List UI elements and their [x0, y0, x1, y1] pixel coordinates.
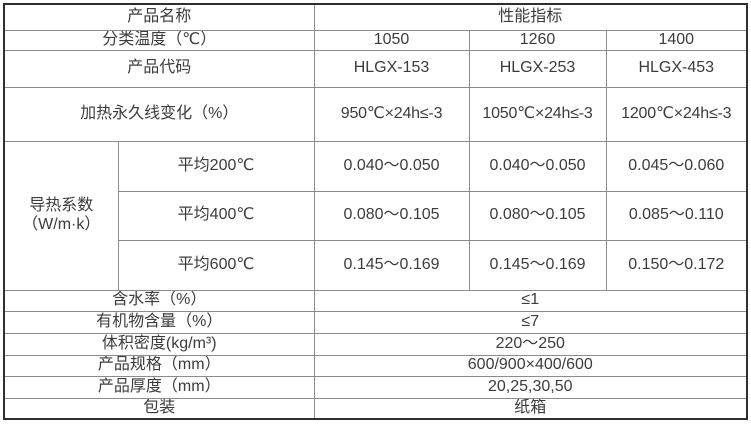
row-thermal-conductivity-600: 平均600℃ 0.145～0.169 0.145～0.169 0.150～0.1…: [4, 239, 748, 291]
row-classification-temp: 分类温度（℃） 1050 1260 1400: [3, 29, 748, 51]
cell-classification-temp-1260: 1260: [468, 29, 607, 51]
row-heating-linear-change: 加热永久线变化（%） 950℃×24h≤-3 1050℃×24h≤-3 1200…: [3, 86, 748, 142]
cell-classification-temp-1050: 1050: [313, 29, 470, 51]
cell-product-size-label: 产品规格（mm）: [3, 354, 315, 377]
cell-product-name-label: 产品名称: [3, 3, 315, 31]
cell-avg-600-v1: 0.145～0.169: [313, 239, 470, 291]
cell-packaging-value: 纸箱: [313, 397, 748, 420]
row-bulk-density: 体积密度(kg/m³) 220～250: [3, 332, 748, 356]
row-thermal-conductivity-200: 导热系数 （W/m·k） 平均200℃ 0.040～0.050 0.040～0.…: [3, 140, 748, 291]
cell-heating-linear-change-2: 1050℃×24h≤-3: [468, 86, 607, 142]
cell-product-code-1: HLGX-153: [313, 49, 470, 88]
cell-avg-200-v1: 0.040～0.050: [313, 140, 470, 192]
thermal-conductivity-label-line2: （W/m·k）: [22, 215, 101, 233]
cell-product-code-3: HLGX-453: [605, 49, 748, 88]
product-spec-table: 产品名称 性能指标 分类温度（℃） 1050 1260 1400 产品代码 HL…: [3, 3, 749, 420]
cell-performance-label: 性能指标: [313, 3, 748, 31]
cell-moisture-content-value: ≤1: [313, 289, 748, 312]
row-organic-content: 有机物含量（%） ≤7: [3, 310, 748, 334]
row-thermal-conductivity-400: 平均400℃ 0.080～0.105 0.080～0.105 0.085～0.1…: [4, 190, 748, 241]
cell-moisture-content-label: 含水率（%）: [3, 289, 315, 312]
cell-avg-600-v2: 0.145～0.169: [468, 239, 607, 291]
cell-organic-content-value: ≤7: [313, 310, 748, 334]
cell-product-code-label: 产品代码: [3, 49, 315, 88]
cell-classification-temp-label: 分类温度（℃）: [3, 29, 315, 51]
cell-avg-400-v1: 0.080～0.105: [313, 190, 470, 241]
cell-heating-linear-change-3: 1200℃×24h≤-3: [605, 86, 748, 142]
thermal-conductivity-label-line1: 导热系数: [29, 197, 94, 215]
cell-classification-temp-1400: 1400: [605, 29, 748, 51]
cell-avg-200-v3: 0.045～0.060: [605, 140, 748, 192]
cell-heating-linear-change-1: 950℃×24h≤-3: [313, 86, 470, 142]
cell-product-code-2: HLGX-253: [468, 49, 607, 88]
row-header: 产品名称 性能指标: [3, 3, 748, 31]
row-moisture-content: 含水率（%） ≤1: [3, 289, 748, 312]
row-packaging: 包装 纸箱: [3, 397, 748, 420]
cell-product-size-value: 600/900×400/600: [313, 354, 748, 377]
row-product-thickness: 产品厚度（mm） 20,25,30,50: [3, 375, 748, 399]
cell-avg-600-label: 平均600℃: [117, 239, 315, 291]
cell-avg-600-v3: 0.150～0.172: [605, 239, 748, 291]
cell-avg-400-label: 平均400℃: [117, 190, 315, 241]
cell-product-thickness-label: 产品厚度（mm）: [3, 375, 315, 399]
row-product-code: 产品代码 HLGX-153 HLGX-253 HLGX-453: [3, 49, 748, 88]
cell-avg-400-v3: 0.085～0.110: [605, 190, 748, 241]
cell-avg-200-label: 平均200℃: [117, 140, 315, 192]
row-product-size: 产品规格（mm） 600/900×400/600: [3, 354, 748, 377]
cell-avg-400-v2: 0.080～0.105: [468, 190, 607, 241]
cell-avg-200-v2: 0.040～0.050: [468, 140, 607, 192]
cell-bulk-density-value: 220～250: [313, 332, 748, 356]
cell-heating-linear-change-label: 加热永久线变化（%）: [3, 86, 315, 142]
cell-thermal-conductivity-label: 导热系数 （W/m·k）: [3, 140, 119, 291]
cell-product-thickness-value: 20,25,30,50: [313, 375, 748, 399]
cell-bulk-density-label: 体积密度(kg/m³): [3, 332, 315, 356]
cell-packaging-label: 包装: [3, 397, 315, 420]
cell-organic-content-label: 有机物含量（%）: [3, 310, 315, 334]
